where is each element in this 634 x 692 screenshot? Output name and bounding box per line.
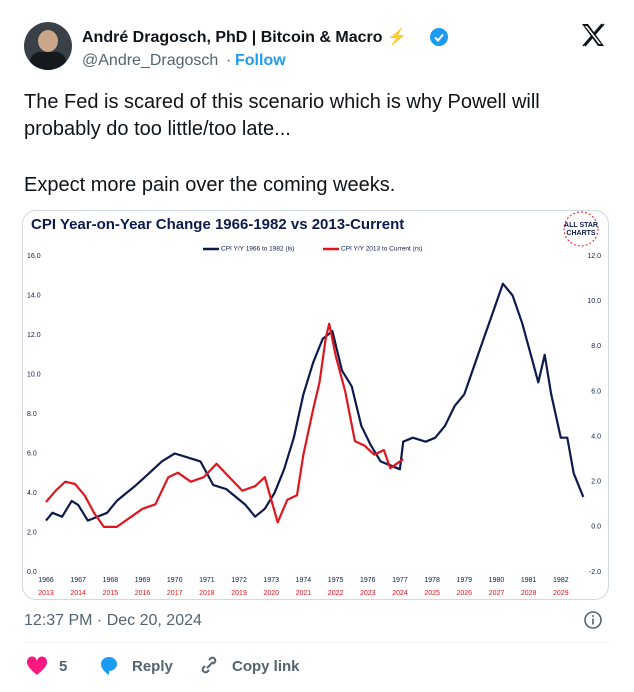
chart-frame[interactable]: CPI Year-on-Year Change 1966-1982 vs 201…: [22, 210, 609, 600]
y-tick-label: 2.0: [27, 529, 37, 536]
x-tick-label: 1971: [199, 577, 215, 584]
tweet-text: Expect more pain over the coming weeks.: [24, 174, 396, 196]
y-tick-label: 0.0: [27, 569, 37, 576]
x-tick-label: 1969: [135, 577, 151, 584]
x2-tick-label: 2019: [231, 590, 247, 597]
x2-tick-label: 2028: [521, 590, 537, 597]
link-icon[interactable]: [199, 656, 221, 676]
x2-tick-label: 2026: [457, 590, 473, 597]
x2-tick-label: 2022: [328, 590, 344, 597]
avatar[interactable]: [24, 22, 72, 70]
logo-text: ALL STAR: [564, 222, 598, 229]
legend-label: CPI Y/Y 1966 to 1982 (ls): [221, 246, 294, 253]
series-line: [45, 282, 585, 522]
copy-link-button[interactable]: Copy link: [232, 658, 300, 675]
y-tick-label: 4.0: [27, 490, 37, 497]
x-tick-label: 1975: [328, 577, 344, 584]
x-tick-label: 1978: [424, 577, 440, 584]
series-line: [45, 322, 404, 528]
x-tick-label: 1972: [231, 577, 247, 584]
logo-text: CHARTS: [566, 230, 595, 237]
x-tick-label: 1982: [553, 577, 569, 584]
y-tick-label: 8.0: [27, 411, 37, 418]
legend-label: CPI Y/Y 2013 to Current (rs): [341, 246, 422, 253]
x2-tick-label: 2027: [489, 590, 505, 597]
x2-tick-label: 2017: [167, 590, 183, 597]
author-name[interactable]: André Dragosch, PhD | Bitcoin & Macro ⚡: [82, 29, 407, 46]
verified-badge: [430, 28, 448, 46]
y-tick-label: 12.0: [27, 332, 41, 339]
x-tick-label: 1970: [167, 577, 183, 584]
timestamp[interactable]: 12:37 PM · Dec 20, 2024: [24, 612, 202, 629]
like-icon[interactable]: [26, 656, 48, 676]
y2-tick-label: 0.0: [591, 524, 601, 531]
follow-button[interactable]: Follow: [235, 52, 286, 69]
y-tick-label: 16.0: [27, 253, 41, 260]
logo-ring: [563, 211, 599, 247]
reply-icon[interactable]: [98, 656, 120, 676]
separator: ·: [226, 52, 232, 69]
x-tick-label: 1973: [263, 577, 279, 584]
x-tick-label: 1974: [296, 577, 312, 584]
reply-button[interactable]: Reply: [132, 658, 173, 675]
x2-tick-label: 2015: [103, 590, 119, 597]
x-logo[interactable]: [580, 23, 606, 47]
handle[interactable]: @Andre_Dragosch: [82, 52, 219, 69]
x2-tick-label: 2023: [360, 590, 376, 597]
x-tick-label: 1980: [489, 577, 505, 584]
x2-tick-label: 2016: [135, 590, 151, 597]
y2-tick-label: 4.0: [591, 433, 601, 440]
chart-title: CPI Year-on-Year Change 1966-1982 vs 201…: [31, 216, 404, 233]
x2-tick-label: 2020: [263, 590, 279, 597]
tweet-text: The Fed is scared of this scenario which…: [24, 91, 540, 113]
x2-tick-label: 2029: [553, 590, 569, 597]
x-tick-label: 1976: [360, 577, 376, 584]
y2-tick-label: 12.0: [587, 253, 601, 260]
y-tick-label: 14.0: [27, 292, 41, 299]
x-tick-label: 1968: [103, 577, 119, 584]
chart: CPI Year-on-Year Change 1966-1982 vs 201…: [27, 211, 601, 597]
x2-tick-label: 2021: [296, 590, 312, 597]
y2-tick-label: -2.0: [589, 569, 601, 576]
x2-tick-label: 2018: [199, 590, 215, 597]
tweet-text: probably do too little/too late...: [24, 118, 291, 140]
like-count: 5: [59, 658, 68, 675]
x-tick-label: 1966: [38, 577, 54, 584]
x-tick-label: 1981: [521, 577, 537, 584]
y2-tick-label: 2.0: [591, 479, 601, 486]
divider: [24, 642, 610, 643]
y2-tick-label: 8.0: [591, 343, 601, 350]
x-tick-label: 1977: [392, 577, 408, 584]
x2-tick-label: 2025: [424, 590, 440, 597]
y-tick-label: 6.0: [27, 450, 37, 457]
y2-tick-label: 6.0: [591, 388, 601, 395]
x2-tick-label: 2014: [70, 590, 86, 597]
x2-tick-label: 2024: [392, 590, 408, 597]
info-icon[interactable]: [583, 610, 603, 630]
y2-tick-label: 10.0: [587, 298, 601, 305]
x-tick-label: 1967: [70, 577, 86, 584]
y-tick-label: 10.0: [27, 371, 41, 378]
x2-tick-label: 2013: [38, 590, 54, 597]
x-tick-label: 1979: [457, 577, 473, 584]
